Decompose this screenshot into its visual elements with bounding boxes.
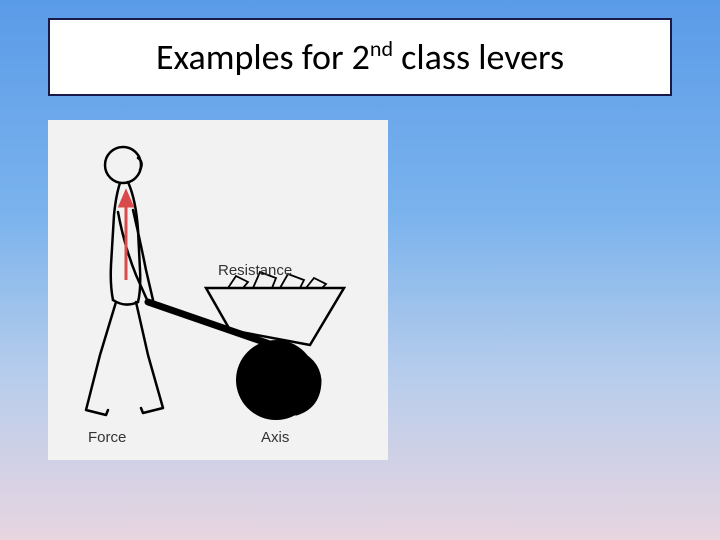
force-label: Force	[88, 429, 126, 446]
resistance-label: Resistance	[218, 262, 292, 279]
person-figure	[86, 147, 163, 415]
title-container: Examples for 2nd class levers	[48, 18, 672, 96]
force-arrow	[120, 192, 132, 280]
wheel	[236, 340, 316, 420]
lever-diagram: Resistance Force Axis	[48, 120, 388, 460]
axis-label: Axis	[261, 429, 289, 446]
title-suffix: class levers	[393, 35, 564, 79]
wheelbarrow-illustration: Resistance Force Axis	[48, 120, 388, 460]
title-prefix: Examples for 2	[156, 35, 370, 79]
title-superscript: nd	[370, 35, 393, 62]
page-title: Examples for 2nd class levers	[156, 35, 564, 79]
wheelbarrow-bucket	[206, 272, 344, 345]
